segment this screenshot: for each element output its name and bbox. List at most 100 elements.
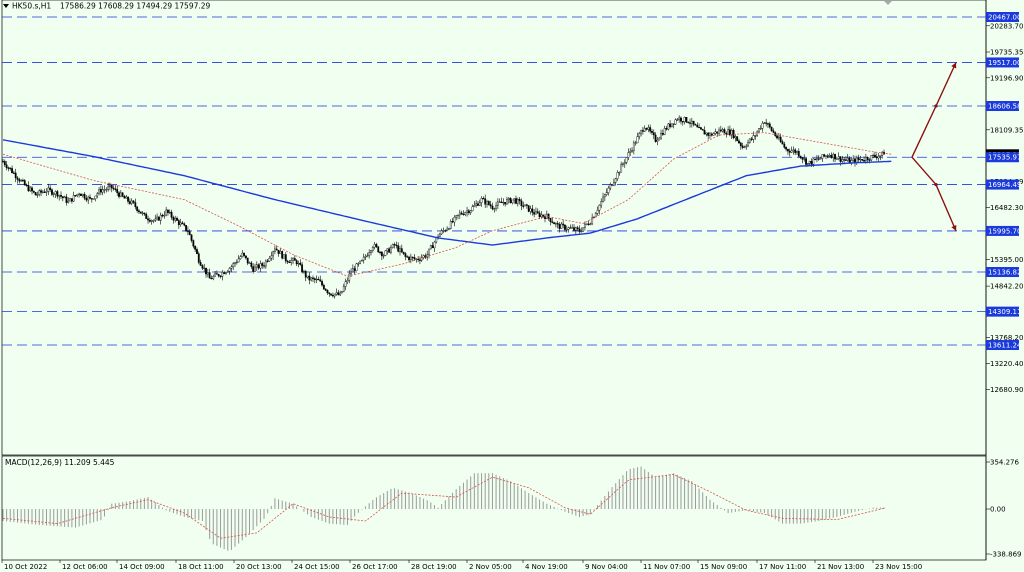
candle-body — [417, 258, 420, 261]
forecast-node — [934, 104, 938, 108]
candle-body — [170, 211, 173, 218]
candle-body — [45, 191, 48, 193]
candle-body — [83, 193, 86, 199]
candle-body — [306, 275, 309, 278]
candle-body — [632, 142, 635, 151]
candle-body — [571, 227, 574, 229]
candle-body — [2, 161, 4, 163]
candle-body — [105, 189, 108, 191]
candle-body — [480, 198, 483, 203]
candle-body — [739, 142, 742, 147]
candle-body — [431, 245, 434, 249]
candle-body — [181, 222, 184, 225]
candle-body — [696, 125, 699, 128]
candle-body — [147, 218, 149, 221]
scroll-marker-icon[interactable] — [884, 1, 892, 5]
candle-body — [103, 189, 106, 191]
candle-body — [660, 133, 662, 139]
macd-signal-line — [2, 474, 885, 539]
candle-body — [81, 193, 84, 196]
candle-body — [366, 255, 369, 257]
candle-body — [654, 134, 657, 142]
candle-body — [154, 218, 157, 221]
candle-body — [741, 145, 744, 148]
candle-body — [245, 255, 247, 259]
candle-body — [145, 213, 148, 219]
candle-body — [710, 133, 713, 136]
candle-body — [573, 227, 575, 231]
candle-body — [462, 213, 465, 216]
candle-body — [448, 228, 450, 230]
candle-body — [87, 196, 90, 201]
candle-body — [428, 248, 430, 256]
candle-body — [216, 273, 218, 275]
candle-body — [527, 205, 530, 212]
candle-body — [272, 251, 275, 257]
candle-body — [564, 224, 566, 230]
candle-body — [495, 205, 497, 209]
candle-body — [772, 130, 775, 133]
dropdown-triangle-icon[interactable] — [3, 4, 9, 8]
time-tick-label: 18 Oct 11:00 — [178, 563, 224, 571]
candle-body — [623, 162, 626, 165]
candle-body — [326, 290, 329, 294]
macd-histogram — [2, 466, 885, 551]
candle-body — [879, 154, 882, 157]
candle-body — [85, 198, 88, 201]
candle-body — [250, 262, 253, 267]
candle-body — [614, 178, 617, 183]
candle-body — [707, 132, 710, 136]
candle-body — [779, 136, 782, 142]
candle-body — [163, 214, 166, 217]
candle-body — [730, 129, 733, 136]
candle-body — [168, 211, 171, 214]
candle-body — [777, 136, 780, 139]
level-tag — [986, 340, 1019, 351]
candle-body — [785, 147, 788, 150]
level-tag-label: 19517.00 — [988, 59, 1021, 67]
ma-slow-line — [2, 139, 892, 246]
time-tick-label: 10 Oct 2022 — [4, 563, 47, 571]
candle-body — [634, 142, 637, 144]
candle-body — [380, 251, 383, 257]
candle-body — [484, 198, 487, 205]
candle-body — [312, 277, 314, 279]
candle-body — [279, 251, 282, 254]
level-tag-label: 14309.11 — [988, 308, 1021, 316]
candle-body — [263, 265, 265, 267]
arrowhead-icon — [951, 62, 957, 69]
ohlc-values: 17586.29 17608.29 17494.29 17597.29 — [60, 2, 211, 11]
candle-body — [763, 122, 766, 124]
candle-body — [138, 210, 140, 213]
candle-body — [379, 251, 381, 254]
candle-body — [395, 244, 398, 247]
candle-body — [192, 240, 195, 247]
candle-body — [565, 229, 568, 231]
candle-body — [274, 248, 276, 252]
candle-body — [647, 127, 650, 130]
candle-body — [643, 127, 646, 132]
candle-body — [69, 198, 71, 202]
candle-body — [607, 187, 610, 193]
candle-body — [112, 187, 115, 190]
candle-body — [866, 157, 869, 160]
level-price-tags: 20467.00 19517.00 18606.58 17535.97 16964.49… — [986, 12, 1022, 351]
candle-body — [304, 271, 307, 278]
candle-body — [143, 212, 146, 215]
candle-body — [76, 193, 79, 196]
candle-body — [602, 196, 604, 202]
candle-body — [596, 209, 599, 214]
candle-body — [797, 151, 800, 157]
candle-body — [237, 258, 240, 263]
candle-body — [58, 194, 61, 197]
candle-body — [629, 150, 632, 153]
candle-body — [832, 153, 835, 158]
candle-body — [864, 157, 867, 161]
candle-body — [322, 284, 325, 290]
candle-body — [36, 194, 39, 196]
price-tick-label: 13220.40 — [990, 360, 1023, 368]
candle-body — [587, 223, 590, 225]
candle-body — [264, 260, 267, 267]
candle-body — [335, 292, 338, 295]
